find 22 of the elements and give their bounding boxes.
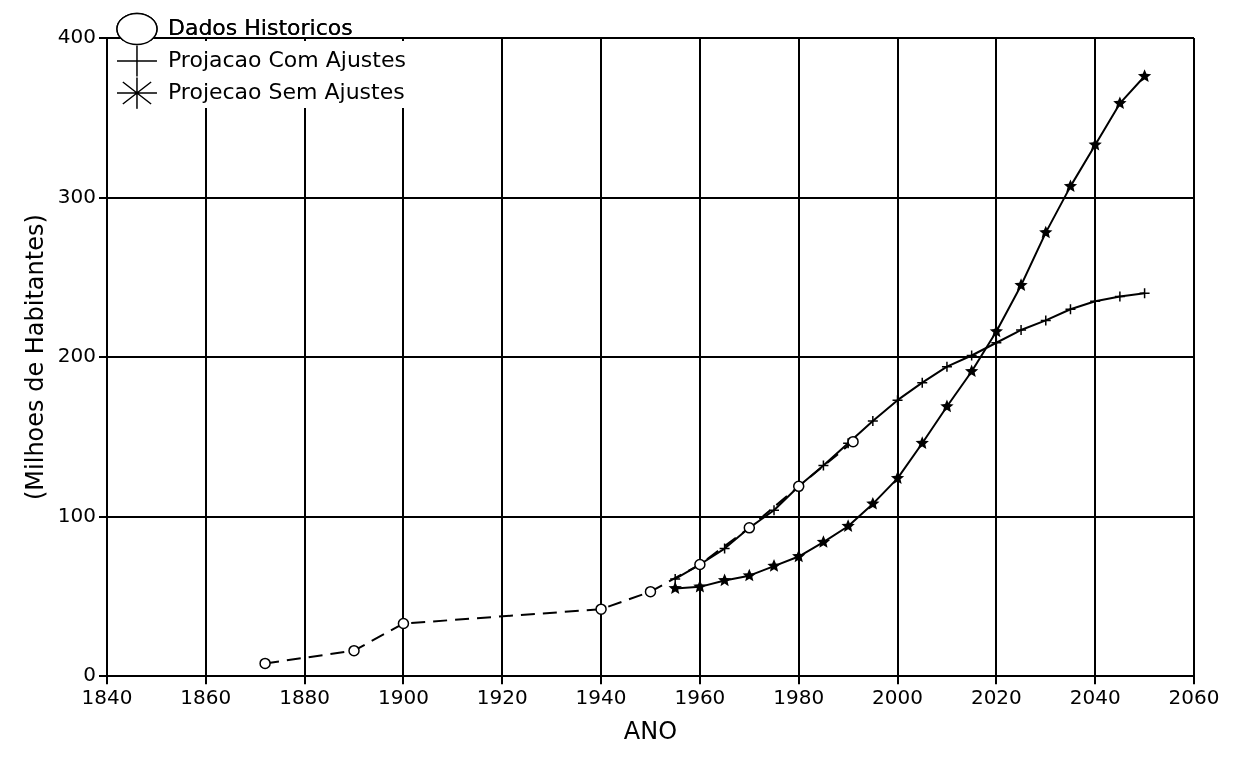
- legend-label: Projacao Com Ajustes: [167, 46, 406, 72]
- x-tick-label: 1960: [674, 685, 726, 710]
- x-tick-label: 1880: [279, 685, 331, 710]
- x-tick-label: 1840: [81, 685, 133, 710]
- y-tick-label: 100: [57, 502, 96, 527]
- x-tick-label: 2060: [1168, 685, 1220, 710]
- y-tick-label: 0: [83, 662, 96, 687]
- y-tick-label: 300: [57, 183, 96, 208]
- legend-label: Projecao Sem Ajustes: [167, 78, 405, 104]
- x-tick-label: 1860: [180, 685, 232, 710]
- y-axis-title: (Milhoes de Habitantes): [20, 214, 49, 501]
- x-tick-label: 1920: [476, 685, 528, 710]
- x-axis-title: ANO: [623, 716, 678, 745]
- y-tick-label: 400: [57, 24, 96, 49]
- y-tick-label: 200: [57, 343, 96, 368]
- legend-label: Dados Historicos: [167, 14, 353, 40]
- x-tick-label: 1940: [575, 685, 627, 710]
- x-tick-label: 2020: [970, 685, 1022, 710]
- x-tick-label: 1900: [377, 685, 429, 710]
- x-tick-label: 2040: [1069, 685, 1121, 710]
- x-tick-label: 1980: [773, 685, 825, 710]
- x-tick-label: 2000: [872, 685, 923, 710]
